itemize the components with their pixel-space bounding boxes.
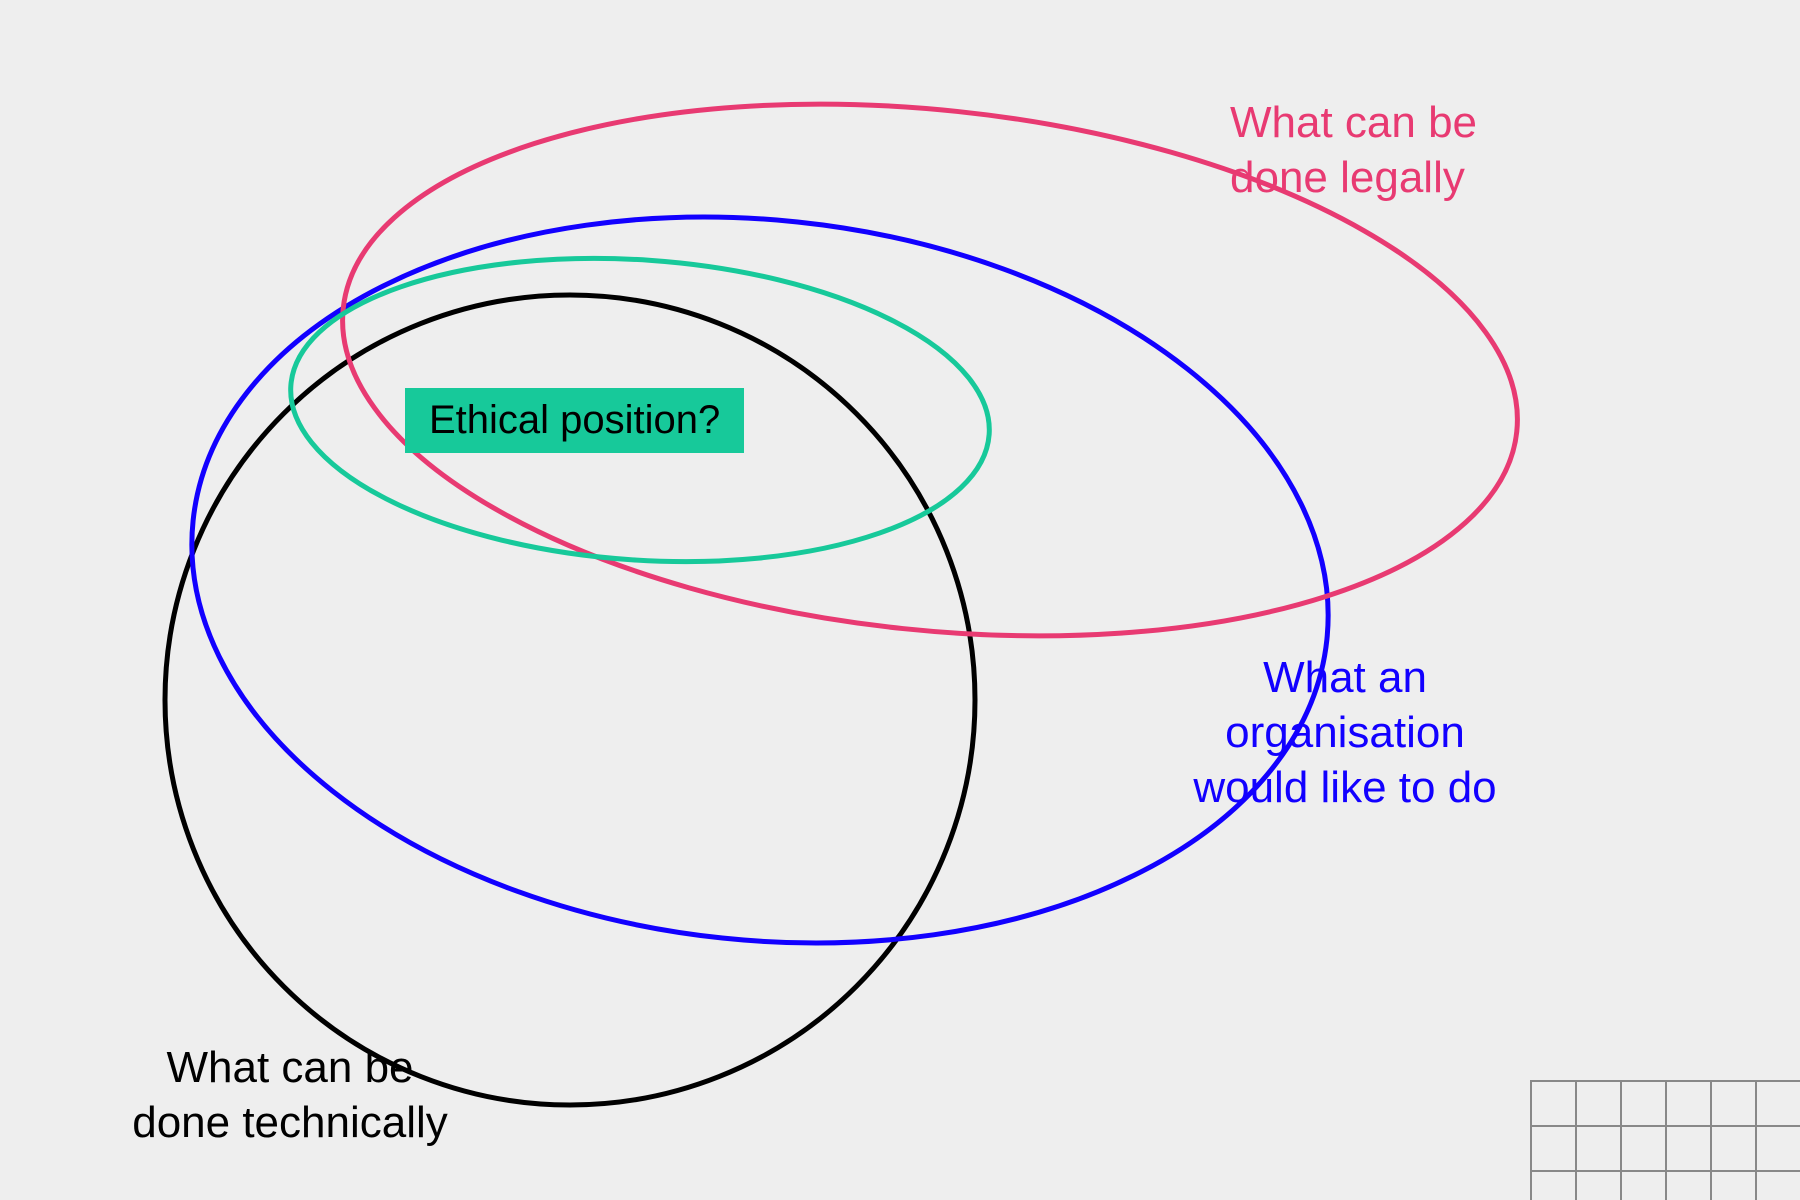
label-legal: What can be done legally <box>1230 95 1477 205</box>
label-technical: What can be done technically <box>80 1040 500 1150</box>
venn-svg <box>0 0 1800 1200</box>
grid-decoration-icon <box>1530 1080 1800 1200</box>
label-organisation: What an organisation would like to do <box>1130 650 1560 815</box>
ethical-badge: Ethical position? <box>405 388 744 453</box>
ellipse-organisation <box>155 162 1364 997</box>
diagram-canvas: Ethical position? What can be done legal… <box>0 0 1800 1200</box>
